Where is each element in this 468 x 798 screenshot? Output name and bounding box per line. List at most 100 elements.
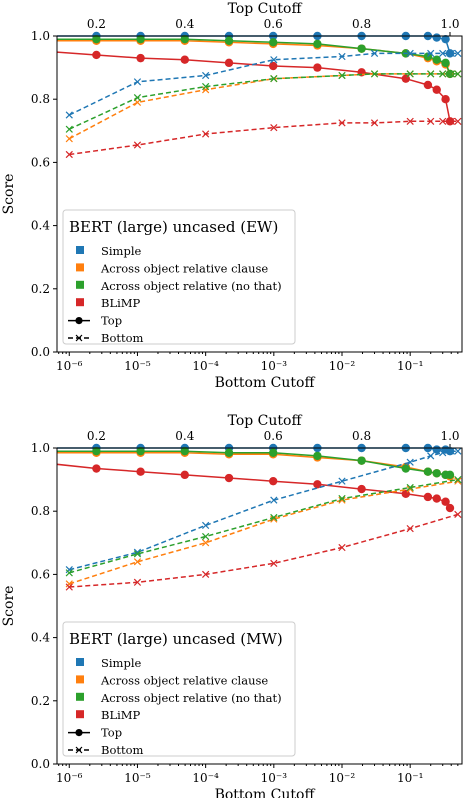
point-across-object-relative-no-that-bottom: [447, 70, 455, 78]
point-across-object-relative-no-that-bottom: [133, 550, 142, 558]
x-top-tick-label: 0.2: [87, 429, 106, 443]
point-simple-top: [445, 446, 455, 456]
point-blimp-top: [92, 50, 101, 60]
point-blimp-top: [224, 473, 234, 483]
x-bottom-tick-label: 10⁻²: [329, 359, 356, 373]
y-tick-label: 0.4: [31, 219, 50, 233]
legend-entry: Simple: [101, 656, 142, 670]
point-across-object-relative-no-that-top: [432, 55, 441, 64]
legend-swatch: [76, 246, 84, 254]
x-bottom-tick-label: 10⁻¹: [397, 771, 423, 785]
point-blimp-top: [48, 48, 56, 56]
y-tick-label: 0.0: [31, 757, 50, 771]
x-bottom-tick-label: 10⁻⁵: [124, 771, 151, 785]
point-simple-bottom: [427, 49, 435, 58]
point-blimp-bottom: [454, 510, 462, 518]
point-across-object-relative-no-that-top: [445, 69, 455, 79]
point-blimp-bottom: [202, 130, 210, 138]
legend-entry: Bottom: [101, 331, 144, 345]
y-tick-label: 0.8: [31, 92, 50, 106]
plot-area: [4, 31, 462, 159]
point-across-object-relative-no-that-bottom: [65, 569, 73, 577]
series-line-blimp-bottom: [69, 120, 458, 156]
legend-top-marker: [75, 729, 83, 737]
point-blimp-top: [445, 503, 455, 513]
point-across-object-relative-no-that-top: [269, 448, 278, 457]
point-across-object-relative-clause-bottom: [202, 539, 210, 547]
x-bottom-tick-label: 10⁻⁵: [124, 359, 151, 373]
point-across-object-relative-no-that-bottom: [65, 125, 73, 133]
x-top-axis-label: Top Cutoff: [228, 1, 303, 17]
point-simple-bottom: [202, 71, 210, 80]
legend-bottom-marker: [75, 334, 83, 342]
point-simple-top: [441, 34, 450, 44]
point-blimp-bottom: [202, 570, 210, 579]
point-blimp-bottom: [65, 150, 73, 159]
point-blimp-top: [92, 464, 101, 473]
point-blimp-bottom: [270, 124, 278, 132]
legend-entry: Bottom: [101, 743, 144, 757]
point-across-object-relative-no-that-bottom: [427, 70, 435, 78]
point-across-object-relative-no-that-top: [224, 36, 234, 45]
x-top-tick-label: 0.6: [264, 429, 283, 443]
point-simple-top: [4, 444, 12, 452]
legend-title: BERT (large) uncased (MW): [69, 630, 283, 648]
x-top-tick-label: 0.2: [87, 17, 106, 31]
point-across-object-relative-no-that-bottom: [270, 513, 278, 522]
point-blimp-top: [224, 58, 234, 68]
point-simple-bottom: [270, 56, 278, 64]
point-blimp-top: [180, 470, 189, 480]
point-across-object-relative-no-that-bottom: [439, 70, 447, 78]
chart-panel-2: 0.0 0.2 0.4 0.6 0.8 1.0 10⁻⁶ 10⁻⁵ 10⁻⁴ 10⁻³ 10⁻² 10…: [1, 413, 463, 798]
point-across-object-relative-no-that-top: [224, 448, 234, 457]
point-across-object-relative-no-that-bottom: [270, 75, 278, 83]
point-across-object-relative-clause-top: [4, 449, 12, 457]
x-top-tick-label: 0.6: [264, 17, 283, 31]
point-simple-top: [4, 32, 12, 40]
point-blimp-top: [313, 63, 322, 72]
legend-bottom-marker: [75, 746, 83, 754]
point-simple-bottom: [338, 52, 346, 61]
x-bottom-tick-label: 10⁻¹: [397, 359, 423, 373]
x-bottom-tick-label: 10⁻⁴: [192, 359, 219, 373]
point-simple-bottom: [454, 49, 462, 58]
point-blimp-top: [423, 80, 433, 90]
point-across-object-relative-clause-bottom: [65, 135, 73, 143]
point-blimp-bottom: [270, 559, 278, 567]
point-blimp-top: [269, 476, 278, 486]
point-simple-bottom: [270, 496, 278, 504]
legend-entry: Across object relative (no that): [100, 279, 282, 293]
point-blimp-bottom: [427, 117, 435, 125]
x-bottom-axis-label: Bottom Cutoff: [215, 375, 316, 391]
point-across-object-relative-no-that-top: [136, 446, 145, 456]
point-simple-bottom: [65, 111, 73, 119]
legend: BERT (large) uncased (MW) Simple Across ob…: [62, 621, 296, 757]
point-across-object-relative-no-that-top: [423, 467, 433, 476]
legend-title: BERT (large) uncased (EW): [69, 218, 278, 236]
point-simple-bottom: [447, 49, 455, 58]
point-blimp-top: [4, 46, 12, 54]
point-blimp-bottom: [406, 524, 414, 533]
point-blimp-top: [441, 95, 450, 104]
point-across-object-relative-no-that-top: [401, 464, 410, 473]
point-blimp-top: [441, 497, 450, 506]
y-axis-label: Score: [1, 174, 17, 215]
y-axis-label: Score: [1, 586, 17, 627]
point-across-object-relative-no-that-bottom: [338, 494, 346, 503]
x-bottom-axis-label: Bottom Cutoff: [215, 787, 316, 798]
point-across-object-relative-no-that-bottom: [370, 70, 379, 78]
point-blimp-bottom: [439, 117, 447, 125]
legend-swatch: [76, 658, 84, 666]
point-blimp-bottom: [338, 543, 346, 552]
point-simple-bottom: [133, 78, 142, 86]
y-tick-label: 0.2: [31, 282, 50, 296]
legend-entry: BLiMP: [101, 296, 141, 310]
x-top-tick-label: 0.8: [352, 429, 371, 443]
point-blimp-bottom: [447, 117, 455, 125]
point-across-object-relative-no-that-top: [92, 34, 101, 44]
legend-swatch: [76, 298, 84, 307]
y-tick-label: 0.8: [31, 504, 50, 518]
point-blimp-top: [269, 61, 278, 71]
point-blimp-top: [313, 480, 322, 489]
x-top-tick-label: 0.4: [175, 429, 194, 443]
